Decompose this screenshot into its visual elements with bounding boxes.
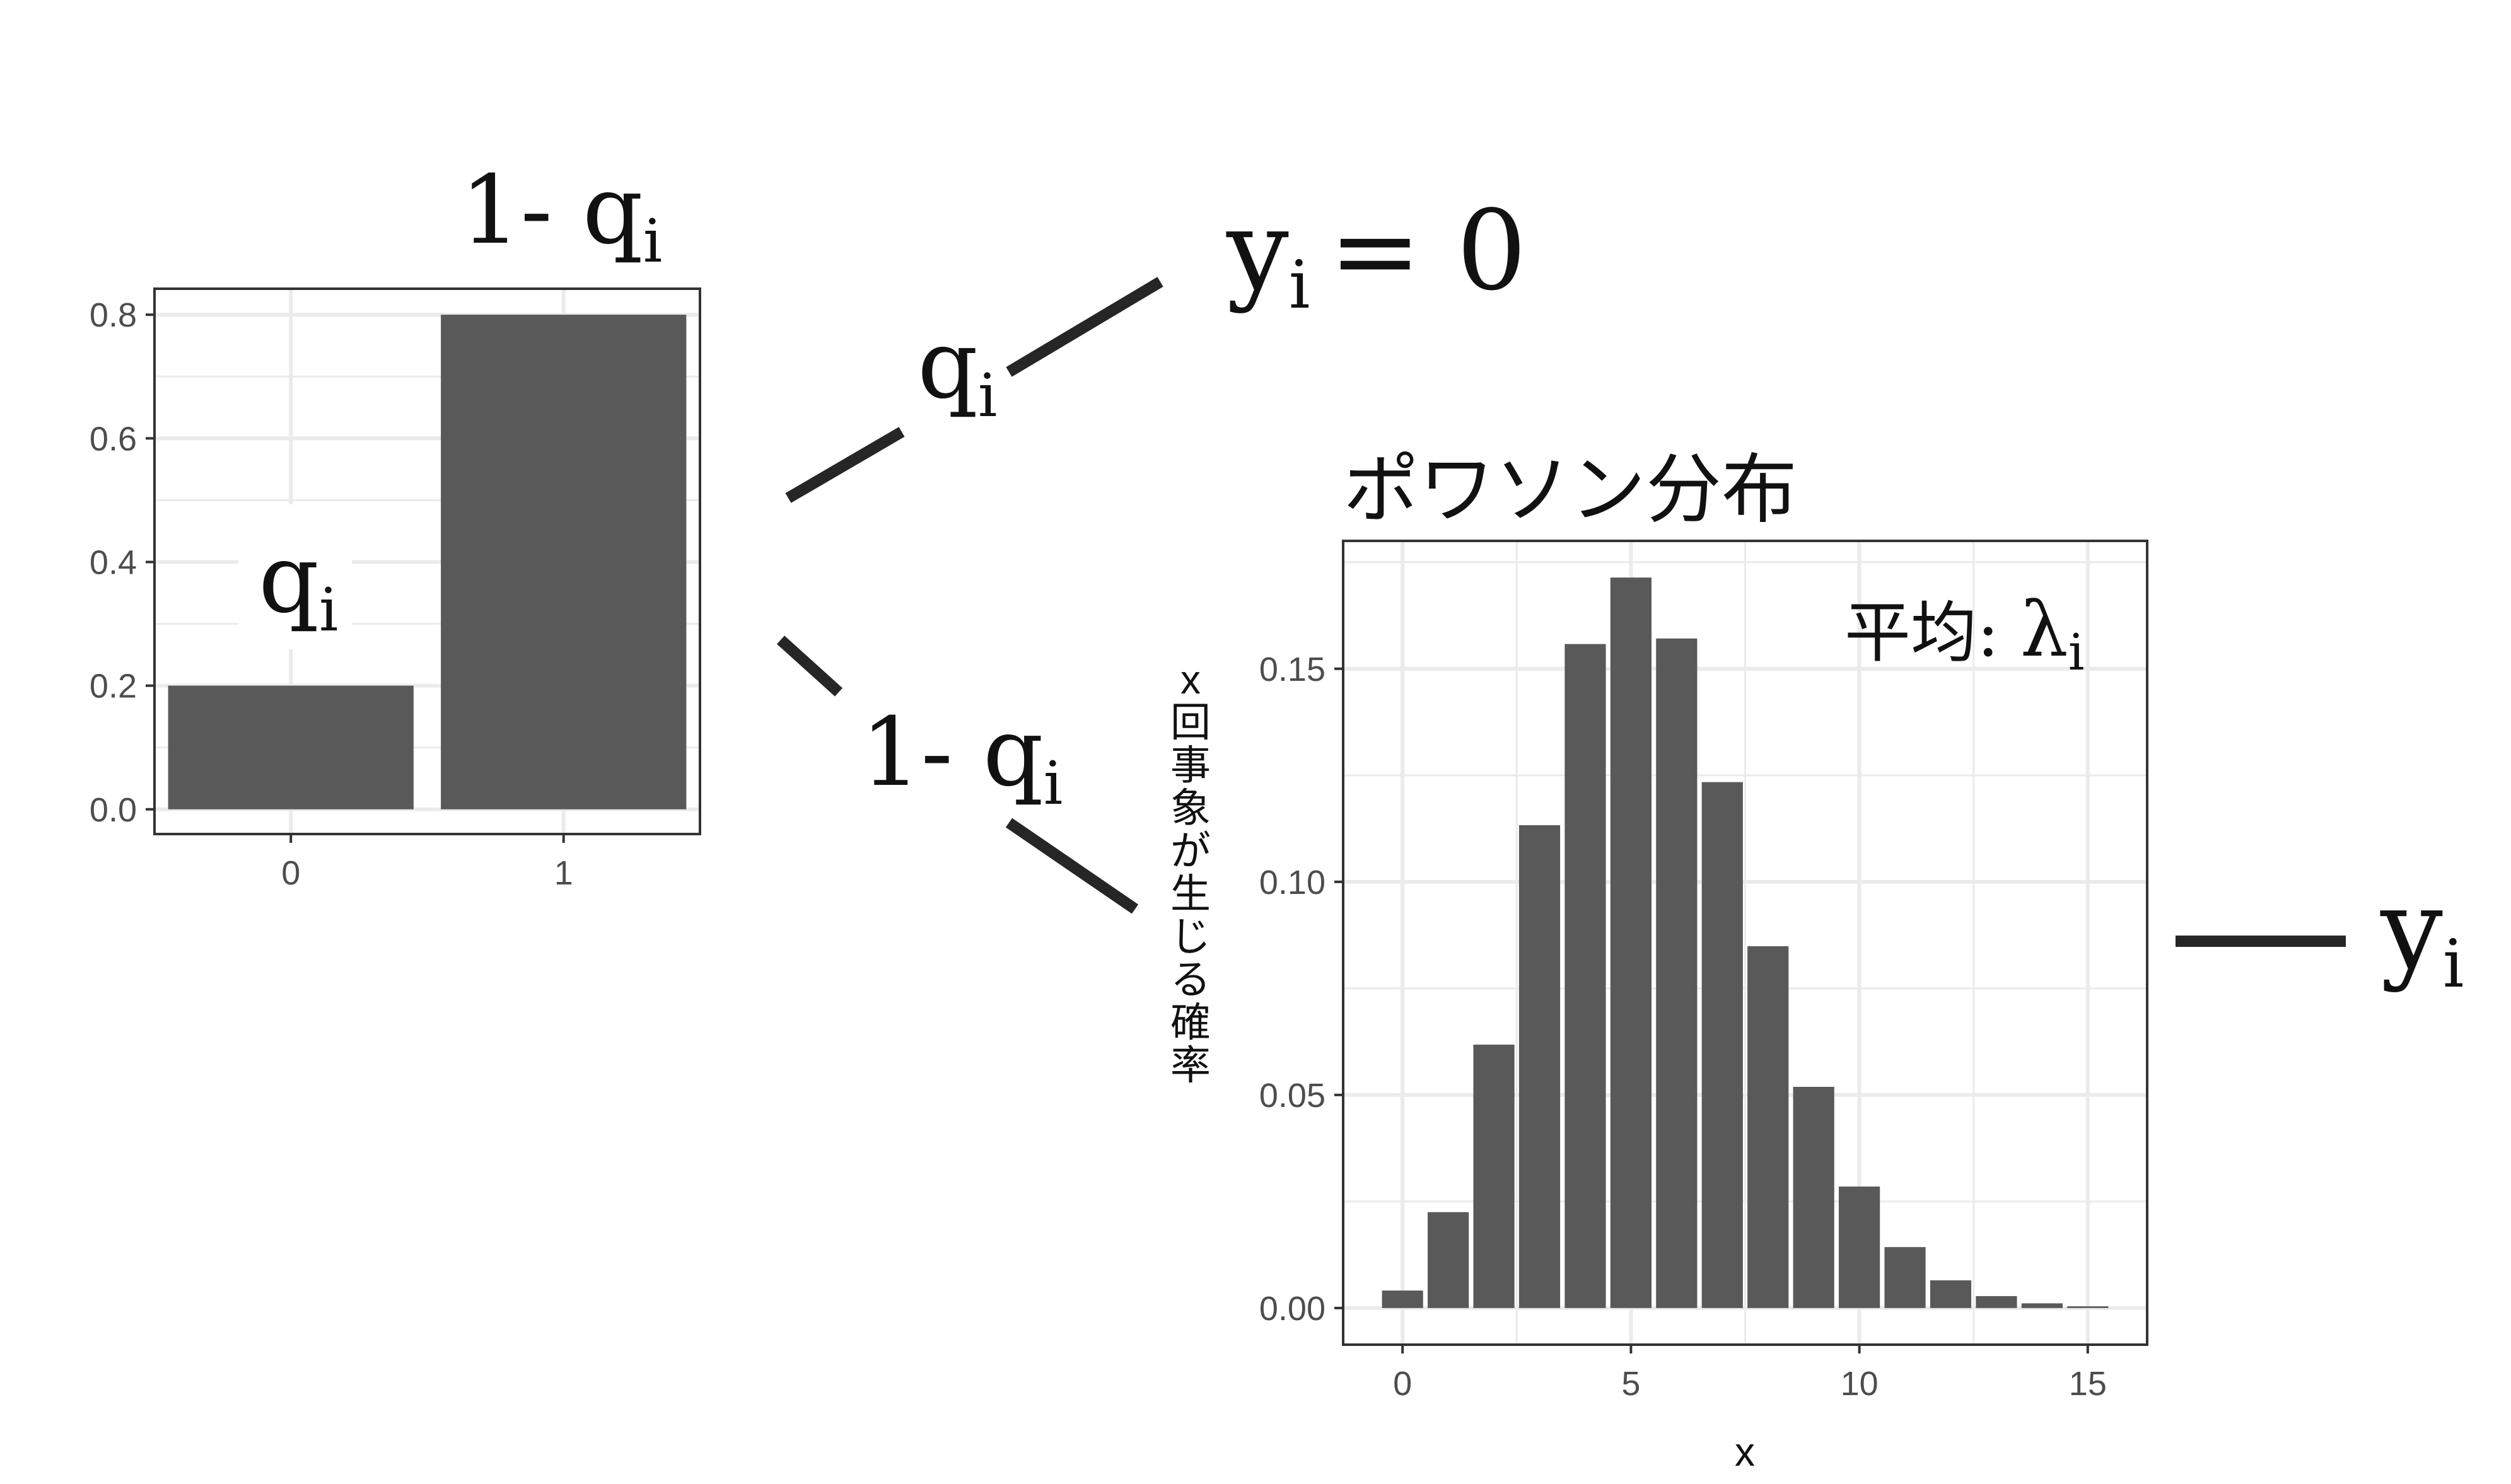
y-axis-label-char: が <box>1170 828 1211 874</box>
poisson-x-axis-label: x <box>1735 1429 1755 1475</box>
bar <box>1428 1212 1469 1308</box>
y-tick-label: 0.10 <box>1259 864 1325 901</box>
bar <box>1747 946 1789 1308</box>
y-tick-label: 0.2 <box>90 668 137 705</box>
y-axis-label-char: じ <box>1170 914 1211 959</box>
y-axis-label-char: 率 <box>1170 1043 1211 1088</box>
bar <box>1701 782 1743 1308</box>
lower-arrow-head <box>1005 818 1139 914</box>
bar <box>1473 1045 1515 1308</box>
bar <box>2067 1306 2109 1308</box>
poisson-chart: ポワソン分布 0.00 0.05 0.10 0.15 0 5 10 15 平均: λi x x… <box>1170 446 2148 1475</box>
bar <box>2021 1303 2063 1308</box>
bar <box>1884 1247 1926 1308</box>
bar <box>1976 1296 2017 1308</box>
final-outcome: yi <box>2380 866 2464 1002</box>
y-tick-label: 0.6 <box>90 420 137 458</box>
bernoulli-bars <box>168 315 687 809</box>
bar-label-q: qi <box>259 525 338 645</box>
bernoulli-ticks: 0.0 0.2 0.4 0.6 0.8 0 1 <box>90 296 573 892</box>
y-axis-label-char: 確 <box>1170 1000 1211 1045</box>
bar <box>1382 1290 1423 1308</box>
bar <box>1518 825 1561 1308</box>
bar <box>1793 1086 1834 1308</box>
x-tick-label: 0 <box>281 854 300 892</box>
branch-lower: 1- qi <box>776 635 1139 914</box>
branch-upper: qi <box>785 277 1163 503</box>
x-tick-label: 0 <box>1393 1365 1412 1403</box>
y-axis-label-char: 生 <box>1170 871 1211 917</box>
bar <box>1610 577 1652 1308</box>
lower-arrow-tail <box>776 635 843 697</box>
x-tick-label: 5 <box>1621 1365 1640 1403</box>
y-axis-label-char: 事 <box>1170 743 1211 788</box>
upper-arrow-head <box>1006 277 1163 377</box>
x-tick-label: 15 <box>2069 1365 2107 1403</box>
y-tick-label: 0.15 <box>1259 651 1325 688</box>
y-tick-label: 0.00 <box>1259 1290 1325 1328</box>
y-tick-label: 0.4 <box>90 543 137 581</box>
y-axis-label-char: る <box>1170 957 1211 1002</box>
poisson-frame <box>1342 540 2148 1346</box>
y-axis-label-char: 回 <box>1170 700 1211 745</box>
poisson-title: ポワソン分布 <box>1343 446 1797 534</box>
poisson-ticks: 0.00 0.05 0.10 0.15 0 5 10 15 <box>1259 651 2107 1403</box>
bar <box>1930 1280 1972 1308</box>
outcome-zero: yi = 0 <box>1226 187 1527 323</box>
upper-branch-label: qi <box>918 310 997 431</box>
y-tick-label: 0.05 <box>1259 1077 1325 1115</box>
bar <box>1656 638 1698 1308</box>
x-tick-label: 10 <box>1841 1365 1879 1403</box>
poisson-bars <box>1382 577 2109 1308</box>
bar-label-1-minus-q: 1- qi <box>460 156 662 276</box>
lower-branch-label: 1- qi <box>861 698 1063 818</box>
poisson-mean-label: 平均: λi <box>1844 586 2084 681</box>
y-tick-label: 0.8 <box>90 296 137 334</box>
bar <box>168 685 414 809</box>
y-tick-label: 0.0 <box>90 791 137 829</box>
y-axis-label-char: x <box>1180 657 1201 702</box>
bar-label-q-bg <box>238 504 352 649</box>
upper-arrow-tail <box>785 427 905 503</box>
bar <box>441 315 687 809</box>
y-axis-label-char: 象 <box>1170 785 1211 831</box>
bar <box>1839 1186 1880 1308</box>
bar <box>1564 644 1606 1308</box>
bernoulli-chart: 0.0 0.2 0.4 0.6 0.8 0 1 qi 1- qi <box>90 156 701 892</box>
x-tick-label: 1 <box>554 854 573 892</box>
poisson-grid <box>1343 541 2147 1345</box>
